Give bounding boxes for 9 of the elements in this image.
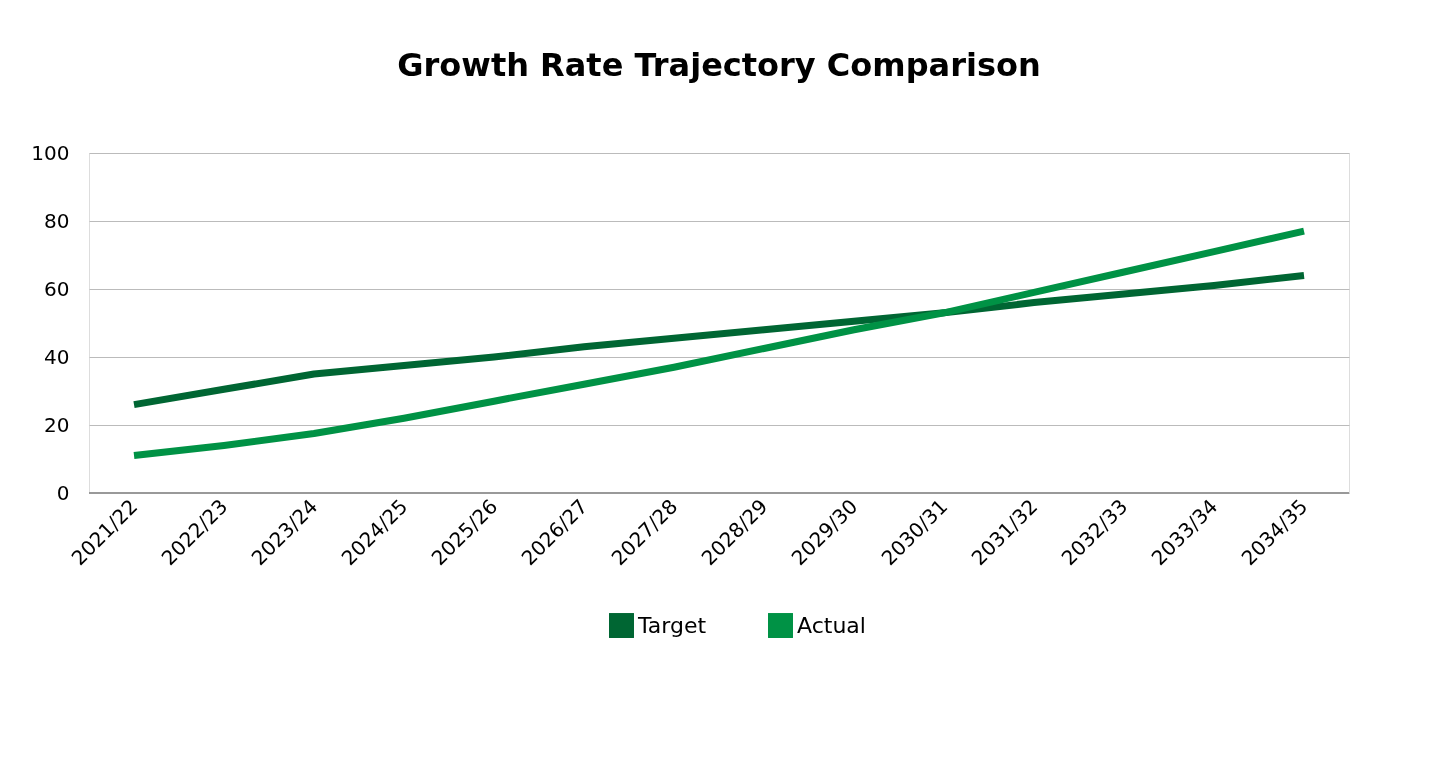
legend-label: Target (637, 612, 707, 638)
y-tick-label: 100 (31, 140, 70, 165)
y-tick-label: 0 (56, 480, 70, 505)
chart-title: Growth Rate Trajectory Comparison (397, 46, 1041, 84)
y-tick-label: 20 (44, 412, 70, 437)
y-tick-label: 80 (44, 208, 70, 233)
y-tick-label: 60 (44, 276, 70, 301)
y-tick-label: 40 (44, 344, 70, 369)
legend-label: Actual (797, 612, 866, 638)
